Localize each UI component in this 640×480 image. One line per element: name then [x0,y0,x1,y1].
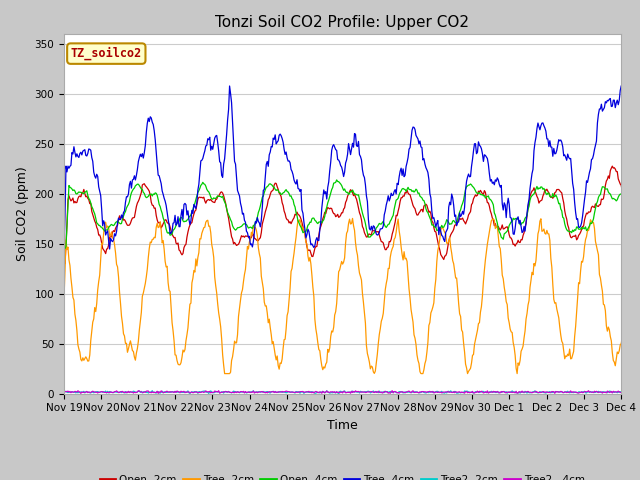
Open -2cm [60,261,68,266]
Tree2 - 4cm [411,389,419,395]
X-axis label: Time: Time [327,419,358,432]
Tree -2cm [509,339,517,345]
Tree -4cm [213,132,221,138]
Tree -2cm [330,324,337,330]
Tree2 - 4cm [60,389,68,395]
Open -4cm [60,246,68,252]
Y-axis label: Soil CO2 (ppm): Soil CO2 (ppm) [16,166,29,261]
Open -4cm [165,229,173,235]
Tree2 -2cm [205,391,212,396]
Tree -4cm [410,124,418,130]
Tree2 - 4cm [165,389,173,395]
Tree2 -2cm [148,388,156,394]
Open -4cm [411,188,419,194]
Open -4cm [458,203,465,209]
Open -2cm [609,163,616,169]
Open -4cm [333,177,340,183]
Open -2cm [508,235,515,241]
Tree2 - 4cm [215,388,223,394]
Text: TZ_soilco2: TZ_soilco2 [70,47,142,60]
Tree -4cm [457,214,465,219]
Tree -2cm [60,296,68,301]
Legend: Open -2cm, Tree -2cm, Open -4cm, Tree -4cm, Tree2 -2cm, Tree2 - 4cm: Open -2cm, Tree -2cm, Open -4cm, Tree -4… [95,471,589,480]
Tree2 -2cm [459,390,467,396]
Open -2cm [329,209,337,215]
Tree2 - 4cm [213,389,221,395]
Tree -2cm [459,329,467,335]
Title: Tonzi Soil CO2 Profile: Upper CO2: Tonzi Soil CO2 Profile: Upper CO2 [216,15,469,30]
Tree2 -2cm [60,390,68,396]
Tree -2cm [349,216,356,221]
Line: Tree2 -2cm: Tree2 -2cm [64,391,640,394]
Tree -4cm [508,215,515,221]
Tree2 -2cm [215,389,223,395]
Open -4cm [329,185,337,191]
Tree -4cm [165,222,173,228]
Line: Tree2 - 4cm: Tree2 - 4cm [64,391,640,394]
Tree -2cm [213,290,221,296]
Tree2 - 4cm [508,390,516,396]
Tree -2cm [221,371,228,376]
Tree -2cm [165,288,173,293]
Open -2cm [410,204,418,210]
Open -2cm [457,216,465,222]
Open -2cm [165,221,173,227]
Line: Open -2cm: Open -2cm [64,166,640,264]
Line: Open -4cm: Open -4cm [64,180,640,249]
Line: Tree -2cm: Tree -2cm [64,218,640,373]
Tree -2cm [412,341,420,347]
Tree2 - 4cm [633,391,640,396]
Tree2 - 4cm [458,389,465,395]
Tree2 -2cm [412,389,420,395]
Open -2cm [213,196,221,202]
Open -4cm [213,194,221,200]
Tree2 -2cm [331,390,339,396]
Line: Tree -4cm: Tree -4cm [64,86,640,253]
Tree2 -2cm [509,389,517,395]
Tree -4cm [329,143,337,149]
Open -4cm [508,219,516,225]
Tree -4cm [618,83,625,89]
Tree2 - 4cm [330,390,337,396]
Tree2 -2cm [166,389,174,395]
Tree -4cm [60,251,68,256]
